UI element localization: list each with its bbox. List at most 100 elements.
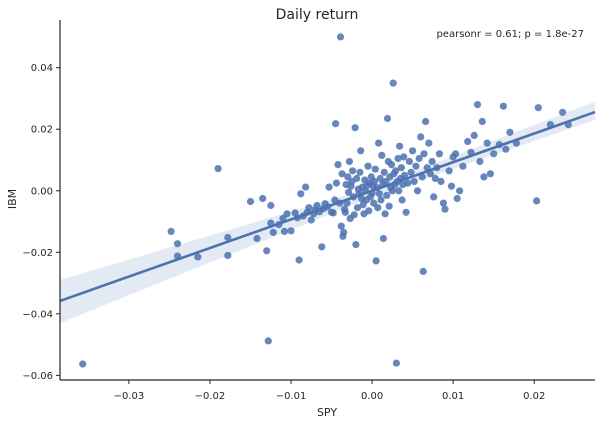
regression-line-layer <box>59 110 596 303</box>
data-point <box>425 139 433 147</box>
data-point <box>329 209 337 217</box>
data-point <box>79 360 87 368</box>
data-point <box>381 210 389 218</box>
data-point <box>365 207 373 215</box>
data-point <box>297 190 305 198</box>
data-point <box>388 187 396 195</box>
data-point <box>345 188 353 196</box>
data-point <box>407 168 415 176</box>
data-point <box>377 196 385 204</box>
data-point <box>253 234 261 243</box>
data-point <box>402 208 410 216</box>
x-tick-label: 0.01 <box>442 391 464 402</box>
scatter-points-layer <box>79 33 572 368</box>
data-point <box>456 187 464 195</box>
data-point <box>417 133 425 141</box>
data-point <box>267 201 275 210</box>
data-point <box>332 120 340 128</box>
x-axis-label: SPY <box>317 406 337 419</box>
data-point <box>214 165 222 173</box>
data-point <box>336 33 345 41</box>
data-point <box>167 227 175 235</box>
data-point <box>415 154 423 163</box>
y-axis-label: IBM <box>6 189 19 209</box>
data-point <box>412 162 420 170</box>
data-point <box>224 251 232 259</box>
data-point <box>437 177 445 186</box>
data-point <box>404 179 412 187</box>
data-point <box>405 157 413 166</box>
data-point <box>409 147 417 155</box>
y-tick-label: 0.02 <box>31 125 53 136</box>
data-point <box>378 151 386 159</box>
data-point <box>307 216 315 224</box>
data-point <box>534 104 542 112</box>
data-point <box>430 193 438 201</box>
data-point <box>410 177 418 186</box>
data-point <box>364 162 372 170</box>
y-tick-label: 0.04 <box>31 63 53 74</box>
confidence-band <box>60 101 595 324</box>
data-point <box>389 79 397 87</box>
data-point <box>420 150 428 158</box>
data-point <box>334 161 342 169</box>
data-point <box>269 228 277 236</box>
data-point <box>194 253 202 261</box>
data-point <box>502 145 510 153</box>
data-point <box>340 228 348 236</box>
data-point <box>259 194 267 203</box>
data-point <box>372 257 380 265</box>
x-tick-label: 0.00 <box>361 391 383 402</box>
data-point <box>428 157 436 166</box>
x-tick-label: −0.01 <box>276 391 307 402</box>
data-point <box>419 267 427 275</box>
data-point <box>431 174 439 183</box>
data-point <box>350 211 358 219</box>
data-point <box>287 227 295 235</box>
data-point <box>338 170 346 178</box>
data-point <box>173 240 182 248</box>
data-point <box>478 117 486 126</box>
x-tick-label: −0.02 <box>195 391 226 402</box>
data-point <box>352 241 360 249</box>
data-point <box>499 102 507 110</box>
data-point <box>280 227 289 235</box>
data-point <box>264 337 272 345</box>
data-point <box>375 190 383 198</box>
data-point <box>341 208 349 216</box>
data-point <box>435 150 443 158</box>
x-tick-label: −0.03 <box>114 391 145 402</box>
chart-title: Daily return <box>276 7 359 23</box>
confidence-band-layer <box>60 101 595 324</box>
ticks-layer: −0.03 −0.02 −0.01 0.00 0.01 0.02 −0.06 −0.04 −0.… <box>22 63 545 402</box>
axes-layer <box>59 20 595 381</box>
data-point <box>445 167 453 175</box>
data-point <box>345 157 353 166</box>
data-point <box>533 197 541 205</box>
data-point <box>413 187 422 195</box>
data-point <box>263 247 271 255</box>
data-point <box>371 165 379 173</box>
data-point <box>332 179 340 187</box>
y-tick-label: −0.04 <box>22 309 53 320</box>
data-point <box>452 150 460 158</box>
data-point <box>351 124 359 132</box>
data-point <box>398 196 406 204</box>
data-point <box>383 114 392 123</box>
data-point <box>473 101 482 109</box>
data-point <box>559 108 567 116</box>
data-point <box>459 162 467 170</box>
data-point <box>385 202 393 210</box>
data-point <box>418 173 426 181</box>
data-point <box>397 164 405 172</box>
data-point <box>302 183 310 191</box>
data-point <box>353 174 361 183</box>
data-point <box>295 256 303 264</box>
data-point <box>318 243 326 251</box>
data-point <box>447 182 456 190</box>
data-point <box>313 201 321 210</box>
data-point <box>383 191 391 199</box>
data-point <box>370 177 379 186</box>
data-point <box>380 168 388 176</box>
